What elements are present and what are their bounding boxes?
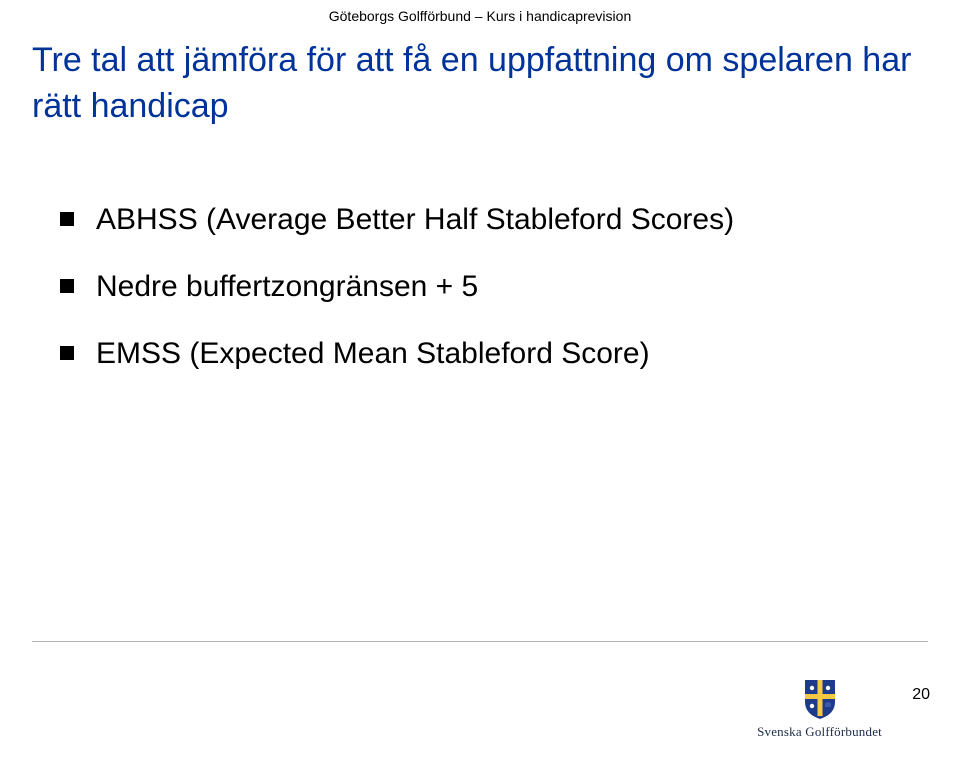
- footer-logo-text: Svenska Golfförbundet: [757, 724, 882, 740]
- bullet-marker: [60, 346, 74, 360]
- page-number: 20: [912, 686, 930, 704]
- footer-divider: [32, 641, 928, 642]
- bullet-marker: [60, 279, 74, 293]
- slide-title: Tre tal att jämföra för att få en uppfat…: [32, 38, 928, 130]
- bullet-marker: [60, 212, 74, 226]
- page-header: Göteborgs Golfförbund – Kurs i handicapr…: [0, 8, 960, 24]
- footer-logo: Svenska Golfförbundet: [757, 678, 882, 740]
- crest-icon: [801, 678, 839, 720]
- bullet-text: ABHSS (Average Better Half Stableford Sc…: [96, 200, 734, 239]
- bullet-text: Nedre buffertzongränsen + 5: [96, 267, 478, 306]
- list-item: Nedre buffertzongränsen + 5: [60, 267, 900, 306]
- bullet-text: EMSS (Expected Mean Stableford Score): [96, 334, 650, 373]
- list-item: ABHSS (Average Better Half Stableford Sc…: [60, 200, 900, 239]
- list-item: EMSS (Expected Mean Stableford Score): [60, 334, 900, 373]
- bullet-list: ABHSS (Average Better Half Stableford Sc…: [60, 200, 900, 401]
